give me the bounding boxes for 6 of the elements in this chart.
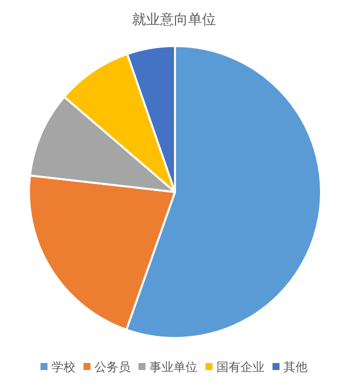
legend-label: 公务员 — [94, 360, 130, 374]
legend-label: 其他 — [284, 360, 308, 374]
legend-label: 学校 — [52, 360, 76, 374]
chart-title: 就业意向单位 — [132, 12, 216, 28]
legend-label: 事业单位 — [150, 360, 198, 374]
legend-label: 国有企业 — [216, 360, 264, 374]
